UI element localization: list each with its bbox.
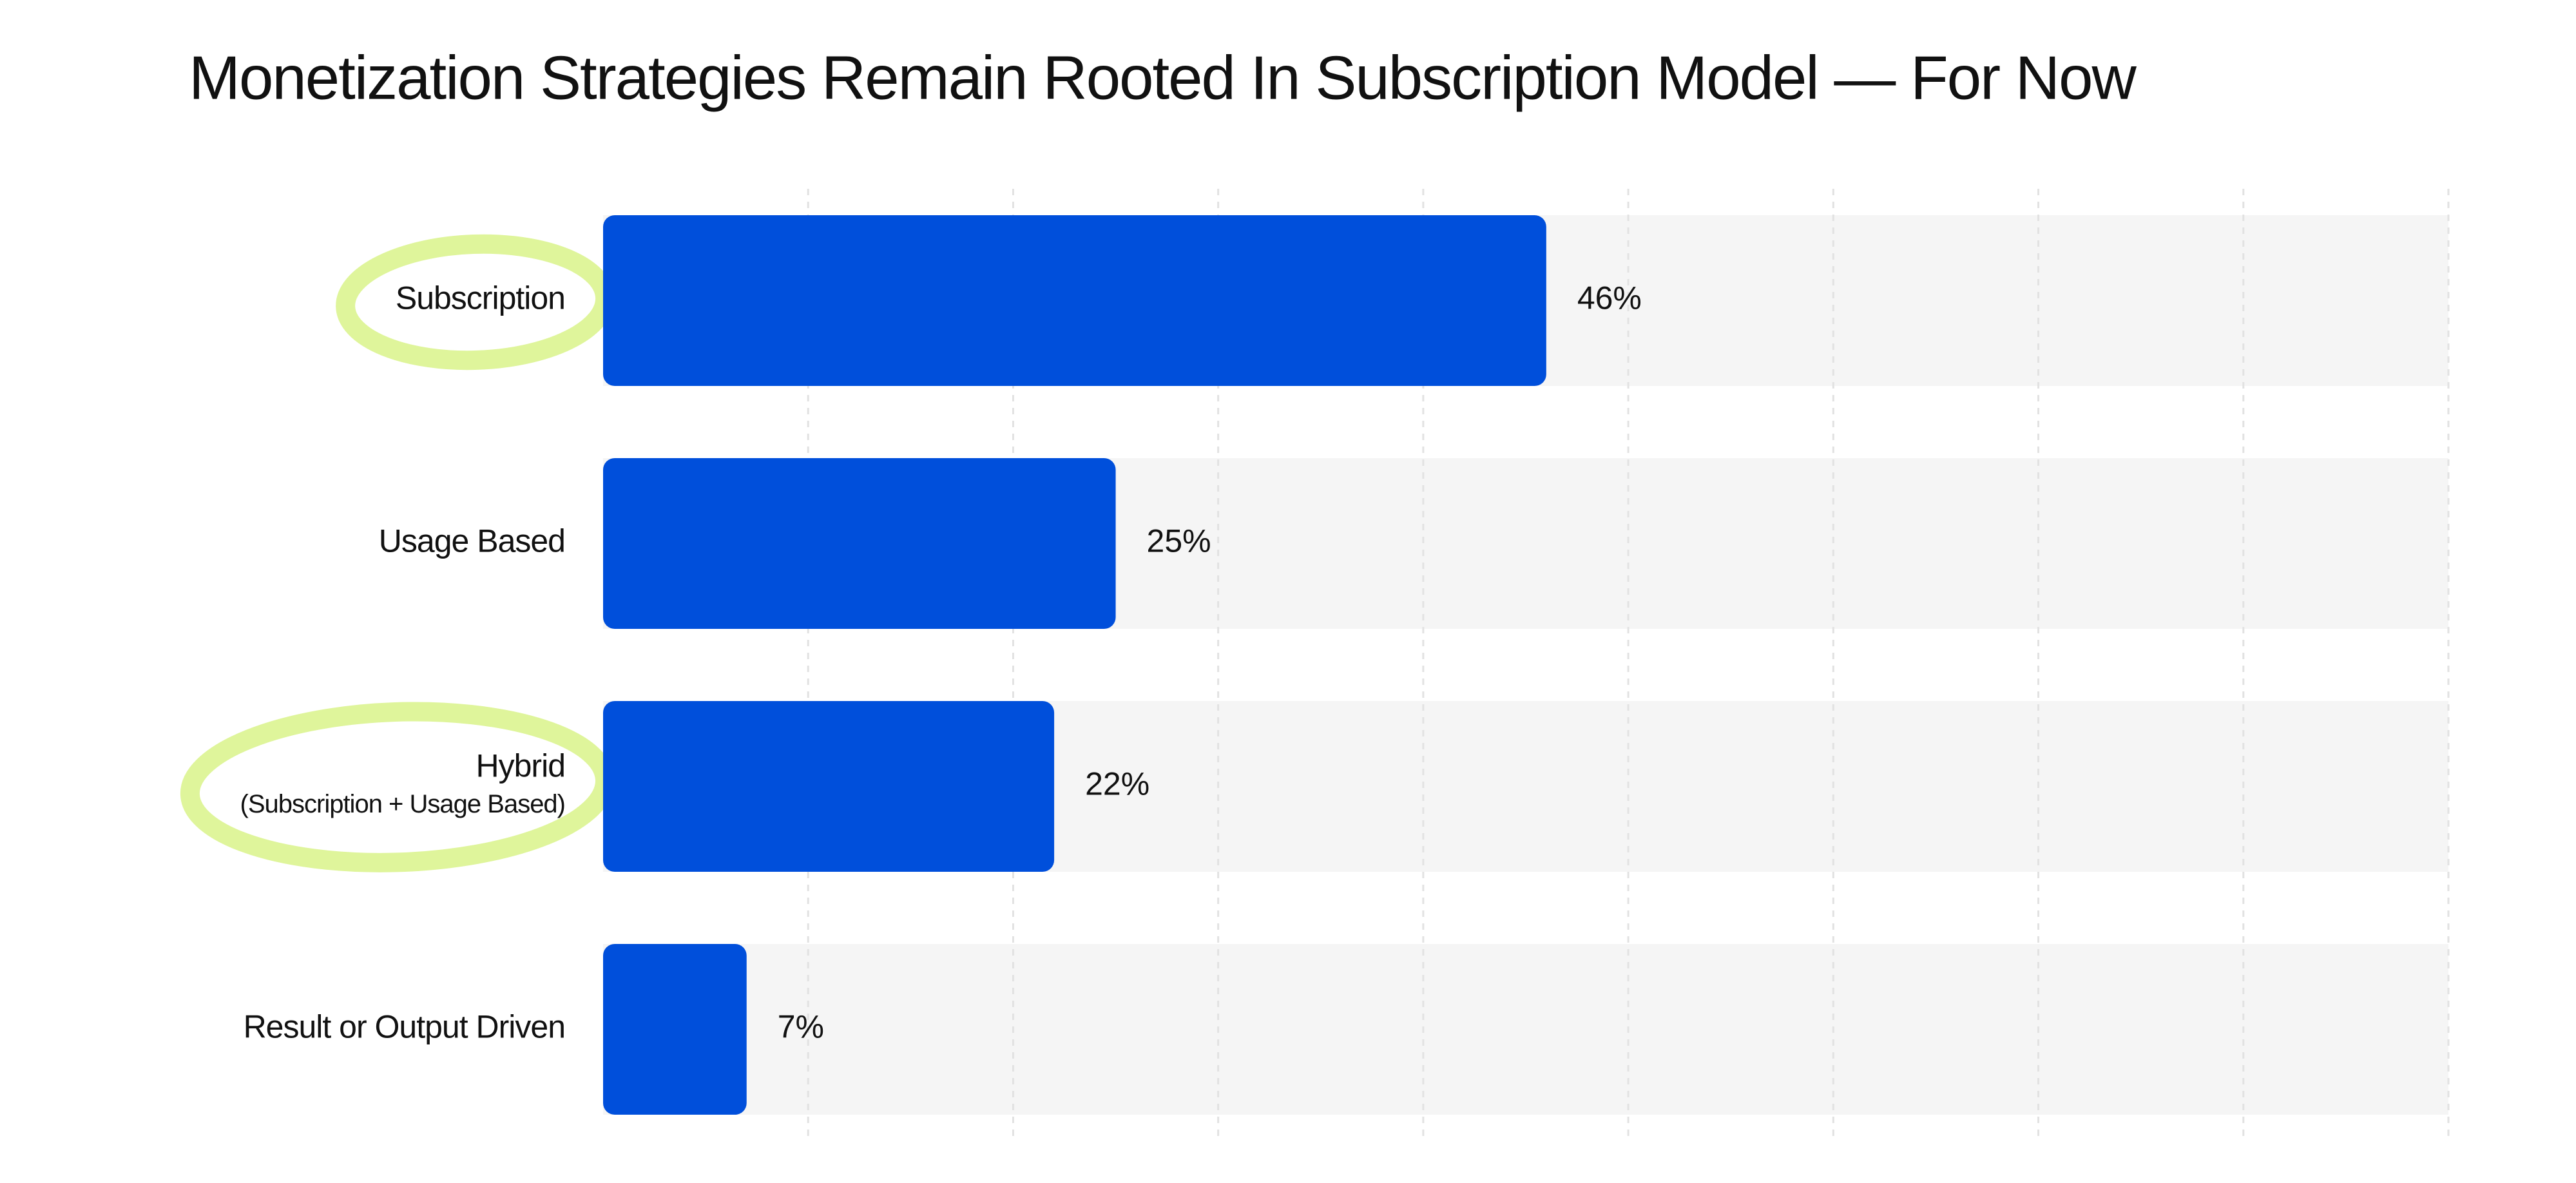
category-name: Hybrid	[476, 748, 565, 784]
category-label: Usage Based	[379, 523, 566, 559]
bar-track	[603, 944, 2448, 1115]
highlight-circle	[180, 702, 615, 872]
bar	[603, 458, 1116, 629]
category-name: Usage Based	[379, 523, 565, 559]
category-name: Subscription	[396, 280, 565, 316]
value-label: 22%	[1085, 766, 1149, 802]
category-label: Result or Output Driven	[244, 1009, 566, 1045]
value-label: 46%	[1577, 280, 1642, 316]
chart-title: Monetization Strategies Remain Rooted In…	[189, 43, 2137, 112]
category-name: Result or Output Driven	[244, 1009, 565, 1045]
value-label: 25%	[1147, 523, 1211, 559]
category-label: Hybrid (Subscription + Usage Based)	[240, 748, 566, 818]
bar	[603, 701, 1055, 872]
bar	[603, 215, 1546, 386]
bar	[603, 944, 747, 1115]
category-sublabel: (Subscription + Usage Based)	[240, 790, 566, 818]
value-label: 7%	[778, 1009, 824, 1045]
category-label: Subscription	[396, 280, 566, 316]
